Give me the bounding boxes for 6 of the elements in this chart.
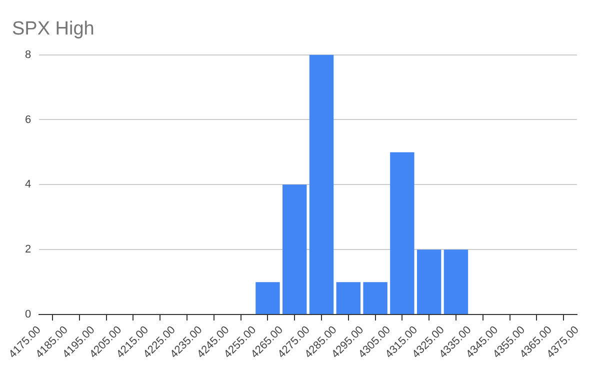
y-tick-label: 0 bbox=[24, 308, 32, 321]
y-tick-label: 6 bbox=[24, 114, 32, 126]
y-tick-label: 8 bbox=[24, 48, 32, 61]
y-tick-label: 2 bbox=[24, 244, 32, 256]
chart-title: SPX High bbox=[12, 18, 94, 40]
y-tick-label: 4 bbox=[24, 178, 32, 191]
